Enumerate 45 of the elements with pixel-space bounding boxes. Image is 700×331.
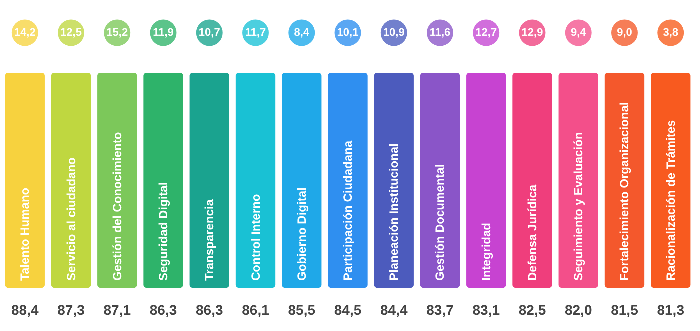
data-label: 83,7: [426, 302, 454, 318]
data-label: 81,3: [657, 302, 685, 318]
category-label: Defensa Jurídica: [525, 184, 540, 281]
category-label: Gobierno Digital: [294, 188, 309, 281]
category-label: Integridad: [479, 222, 494, 281]
data-label: 12,9: [522, 27, 544, 39]
data-label: 87,1: [104, 302, 132, 318]
data-label: 9,4: [570, 27, 588, 39]
data-label: 11,9: [153, 27, 174, 39]
category-label: Gestión Documental: [433, 164, 448, 281]
data-label: 8,4: [294, 27, 310, 39]
data-label: 84,4: [380, 302, 408, 318]
data-label: 83,1: [472, 302, 500, 318]
data-label: 86,3: [150, 302, 178, 318]
data-label: 86,1: [242, 302, 270, 318]
category-label: Servicio al ciudadano: [64, 158, 78, 281]
data-label: 9,0: [617, 27, 632, 39]
data-label: 82,5: [518, 302, 546, 318]
data-label: 11,6: [430, 27, 451, 39]
data-label: 12,7: [476, 27, 498, 39]
category-label: Racionalización de Trámites: [664, 120, 678, 281]
data-label: 15,2: [106, 27, 128, 39]
category-label: Gestión del Conocimiento: [110, 132, 124, 281]
data-label: 10,9: [383, 27, 405, 39]
data-label: 3,8: [663, 27, 679, 39]
category-label: Planeación Institucional: [387, 144, 402, 281]
data-label: 87,3: [58, 302, 86, 318]
data-label: 85,5: [288, 302, 316, 318]
category-label: Talento Humano: [18, 188, 32, 281]
category-label: Seguridad Digital: [156, 182, 171, 281]
data-label: 88,4: [12, 302, 39, 318]
data-label: 86,3: [196, 302, 224, 318]
category-label: Transparencia: [202, 199, 217, 281]
data-label: 11,7: [245, 27, 266, 39]
category-label: Seguimiento y Evaluación: [572, 132, 586, 281]
data-label: 12,5: [60, 27, 82, 39]
data-label: 81,5: [611, 302, 639, 318]
data-label: 14,2: [14, 27, 36, 39]
data-label: 10,1: [337, 27, 359, 39]
data-label: 82,0: [564, 302, 592, 318]
category-label: Control Interno: [248, 194, 263, 281]
category-label: Participación Ciudadana: [341, 140, 355, 281]
data-label: 84,5: [334, 302, 362, 318]
data-label: 10,7: [198, 27, 220, 39]
category-label: Fortalecimiento Organizacional: [618, 102, 632, 281]
